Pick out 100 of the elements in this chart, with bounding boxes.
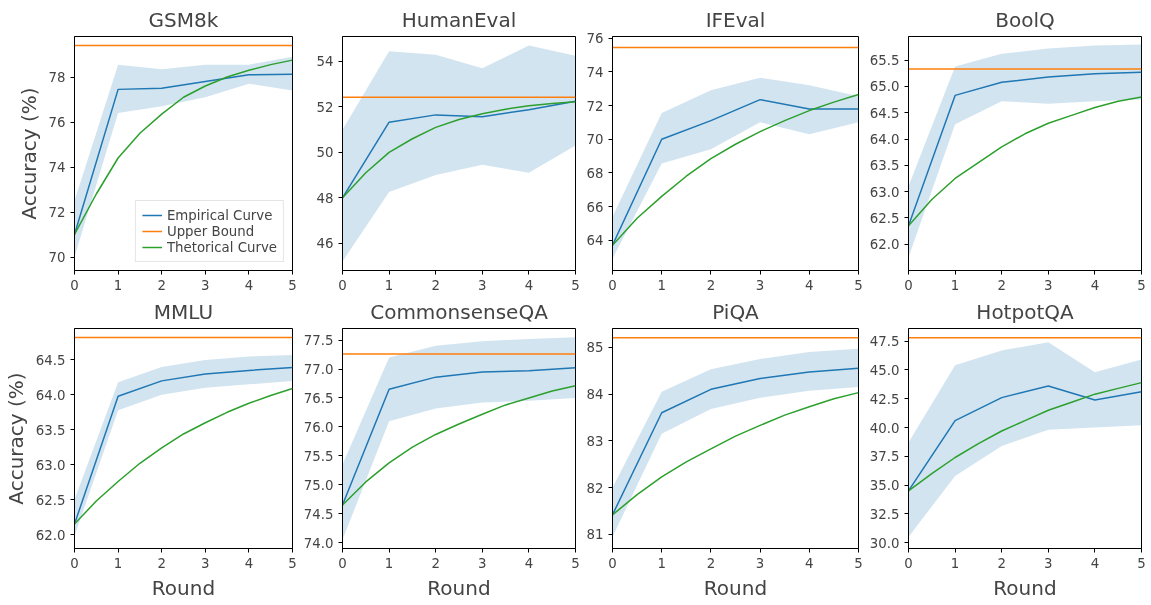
chart-title: HumanEval [401, 7, 517, 32]
x-axis-title: Round [993, 575, 1057, 600]
x-tick-label: 1 [113, 555, 123, 571]
y-tick-label: 62.5 [869, 210, 900, 226]
y-tick-label: 64.5 [869, 105, 900, 121]
x-tick-label: 2 [431, 555, 440, 571]
y-tick-label: 64.0 [35, 387, 66, 403]
y-tick-label: 77.5 [303, 333, 334, 349]
y-tick-label: 63.0 [35, 457, 66, 473]
x-axis-title: Round [703, 575, 768, 600]
y-tick-label: 85 [586, 340, 604, 356]
chart-title: IFEval [705, 7, 766, 32]
y-tick-label: 63.5 [35, 422, 66, 438]
x-tick-label: 1 [384, 277, 394, 293]
x-tick-label: 2 [157, 277, 166, 293]
legend-label: Thetorical Curve [166, 239, 277, 255]
y-tick-label: 77.0 [303, 362, 334, 378]
x-tick-label: 1 [950, 277, 960, 293]
legend-label: Upper Bound [166, 223, 255, 239]
x-tick-label: 2 [431, 277, 440, 293]
chart-title: HotpotQA [976, 299, 1074, 324]
y-tick-label: 37.5 [869, 449, 900, 465]
y-tick-label: 65.5 [869, 53, 900, 69]
x-tick-label: 5 [288, 555, 297, 571]
x-tick-label: 2 [706, 277, 716, 293]
y-tick-label: 72 [48, 205, 66, 220]
x-tick-label: 1 [657, 555, 666, 571]
x-tick-label: 5 [571, 277, 580, 293]
x-tick-label: 3 [1044, 277, 1053, 293]
legend-label: Empirical Curve [166, 207, 273, 223]
y-tick-label: 46 [316, 236, 334, 252]
x-tick-label: 0 [70, 555, 79, 571]
y-tick-label: 64.0 [869, 132, 900, 148]
x-tick-label: 3 [201, 277, 210, 293]
x-tick-label: 3 [755, 555, 765, 571]
y-tick-label: 48 [316, 190, 334, 206]
x-tick-label: 1 [657, 277, 666, 293]
y-tick-label: 62.5 [35, 492, 66, 508]
y-tick-label: 42.5 [869, 391, 900, 407]
y-tick-label: 76.5 [303, 390, 334, 406]
y-tick-label: 65.0 [869, 79, 900, 95]
y-tick-label: 74.5 [303, 506, 334, 522]
chart-title: CommonsenseQA [370, 299, 549, 324]
y-tick-label: 32.5 [869, 506, 900, 522]
y-tick-label: 66 [586, 199, 604, 215]
y-tick-label: 76.0 [303, 419, 334, 435]
y-tick-label: 84 [586, 387, 604, 403]
x-tick-label: 3 [201, 555, 210, 571]
x-tick-label: 0 [338, 277, 347, 293]
chart-title: MMLU [153, 299, 214, 324]
x-tick-label: 4 [805, 555, 814, 571]
x-axis-title: Round [151, 575, 216, 600]
x-tick-label: 1 [113, 277, 123, 293]
y-tick-label: 50 [316, 145, 334, 161]
x-tick-label: 0 [338, 555, 347, 571]
x-tick-label: 0 [608, 555, 617, 571]
y-tick-label: 82 [586, 480, 604, 496]
x-tick-label: 0 [70, 277, 79, 293]
chart-title: GSM8k [148, 7, 219, 32]
x-tick-label: 4 [524, 555, 534, 571]
y-tick-label: 64 [586, 233, 604, 249]
x-tick-label: 5 [288, 277, 297, 293]
x-tick-label: 3 [478, 555, 487, 571]
x-tick-label: 2 [706, 555, 716, 571]
y-tick-label: 81 [586, 527, 604, 543]
y-tick-label: 40.0 [869, 420, 900, 436]
y-tick-label: 62.0 [869, 237, 900, 253]
y-tick-label: 74 [586, 64, 604, 80]
y-tick-label: 75.5 [303, 448, 334, 464]
x-tick-label: 2 [997, 277, 1006, 293]
x-tick-label: 2 [997, 555, 1006, 571]
y-tick-label: 75.0 [303, 477, 334, 493]
y-tick-label: 74 [48, 160, 66, 175]
y-tick-label: 63.5 [869, 158, 900, 174]
x-tick-label: 3 [478, 277, 487, 293]
y-tick-label: 78 [48, 70, 66, 85]
x-tick-label: 5 [854, 555, 863, 571]
x-tick-label: 3 [1044, 555, 1053, 571]
x-tick-label: 5 [1137, 277, 1146, 293]
y-tick-label: 70 [586, 132, 604, 148]
chart-title: BoolQ [995, 7, 1055, 32]
x-tick-label: 5 [1137, 555, 1146, 571]
x-tick-label: 0 [608, 277, 617, 293]
y-tick-label: 70 [48, 250, 66, 265]
x-axis-title: Round [427, 575, 491, 600]
x-tick-label: 4 [805, 277, 814, 293]
y-tick-label: 64.5 [35, 352, 66, 368]
y-tick-label: 68 [586, 165, 604, 181]
x-tick-label: 1 [384, 555, 394, 571]
y-tick-label: 52 [316, 99, 334, 115]
y-tick-label: 76 [586, 31, 604, 47]
y-tick-label: 63.0 [869, 184, 900, 200]
y-tick-label: 72 [586, 98, 604, 114]
y-tick-label: 35.0 [869, 478, 900, 494]
x-tick-label: 2 [157, 555, 166, 571]
x-tick-label: 4 [524, 277, 534, 293]
x-tick-label: 5 [571, 555, 580, 571]
x-tick-label: 4 [244, 555, 254, 571]
y-tick-label: 76 [48, 115, 66, 130]
chart-title: PiQA [712, 299, 760, 324]
